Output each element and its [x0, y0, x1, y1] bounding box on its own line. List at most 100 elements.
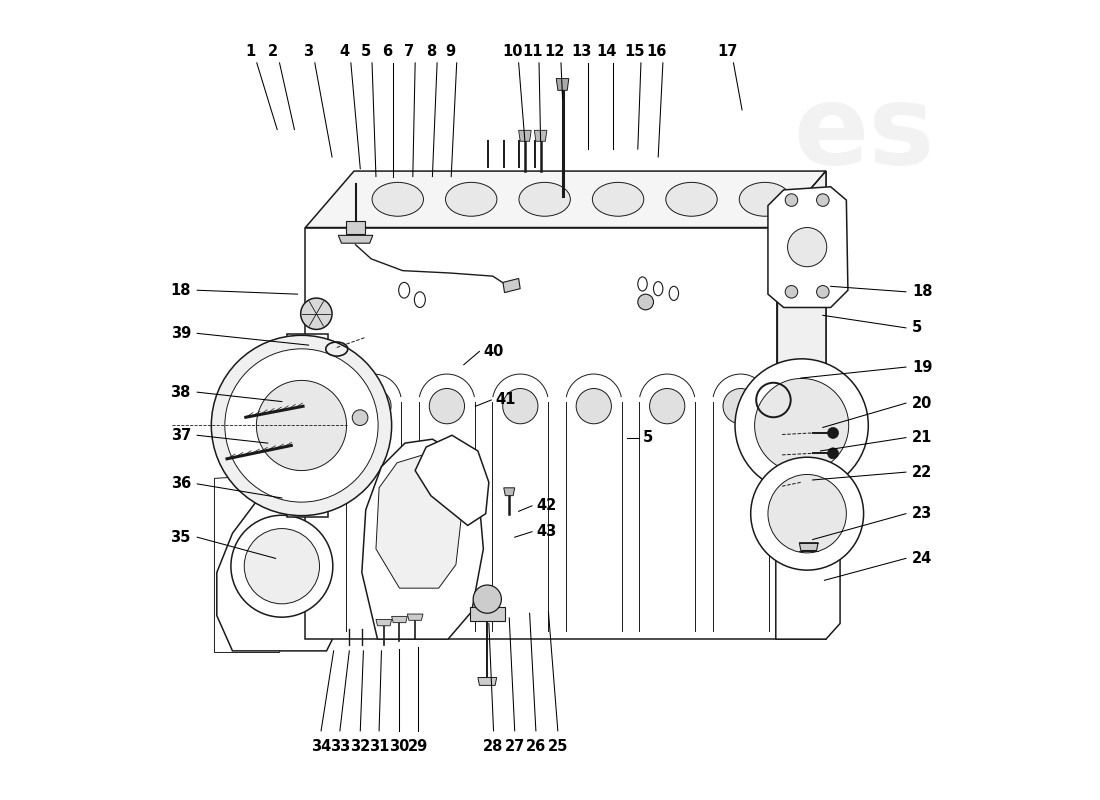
Text: 32: 32 [350, 738, 371, 754]
Circle shape [650, 389, 685, 424]
Text: a passion since 1985: a passion since 1985 [308, 506, 557, 530]
Text: 29: 29 [408, 738, 428, 754]
Circle shape [256, 380, 346, 470]
Circle shape [785, 286, 798, 298]
Ellipse shape [372, 182, 424, 216]
Circle shape [224, 349, 378, 502]
Text: 27: 27 [505, 738, 525, 754]
Text: 3: 3 [304, 44, 313, 59]
Polygon shape [362, 439, 483, 639]
Text: 7: 7 [404, 44, 414, 59]
Circle shape [827, 427, 838, 438]
Circle shape [352, 410, 367, 426]
Text: 18: 18 [170, 282, 191, 298]
Text: 26: 26 [526, 738, 546, 754]
Circle shape [503, 389, 538, 424]
Circle shape [770, 488, 833, 551]
Text: 30: 30 [389, 738, 409, 754]
Text: 6: 6 [382, 44, 392, 59]
Ellipse shape [666, 182, 717, 216]
Polygon shape [477, 678, 497, 686]
Circle shape [756, 474, 847, 565]
Text: 25: 25 [548, 738, 568, 754]
Text: 18: 18 [912, 284, 933, 299]
Ellipse shape [669, 286, 679, 301]
Polygon shape [800, 542, 818, 550]
Polygon shape [470, 607, 505, 621]
Text: 17: 17 [717, 44, 737, 59]
Circle shape [638, 294, 653, 310]
Text: es: es [793, 80, 934, 187]
Circle shape [244, 529, 319, 604]
Polygon shape [518, 130, 531, 142]
Circle shape [750, 458, 864, 570]
Circle shape [788, 227, 827, 266]
Circle shape [827, 448, 838, 459]
Polygon shape [407, 614, 424, 620]
Circle shape [576, 389, 612, 424]
Text: 2: 2 [268, 44, 278, 59]
Polygon shape [306, 227, 778, 639]
Ellipse shape [653, 282, 663, 296]
Polygon shape [306, 171, 826, 227]
Circle shape [755, 378, 849, 473]
Text: 1: 1 [245, 44, 255, 59]
Text: 20: 20 [912, 396, 933, 410]
Polygon shape [778, 171, 826, 639]
Text: 15: 15 [625, 44, 645, 59]
Ellipse shape [398, 282, 409, 298]
Text: 31: 31 [368, 738, 389, 754]
Circle shape [768, 474, 846, 553]
Polygon shape [346, 222, 365, 234]
Circle shape [355, 389, 392, 424]
Ellipse shape [739, 182, 791, 216]
Text: 37: 37 [170, 428, 191, 442]
Polygon shape [768, 186, 848, 307]
Text: 35: 35 [170, 530, 191, 545]
Circle shape [735, 359, 868, 492]
Text: 21: 21 [912, 430, 933, 445]
Text: 12: 12 [544, 44, 565, 59]
Polygon shape [376, 455, 462, 588]
Text: 13: 13 [571, 44, 592, 59]
Polygon shape [778, 171, 826, 639]
Text: 8: 8 [426, 44, 436, 59]
Circle shape [785, 194, 798, 206]
Text: 11: 11 [522, 44, 543, 59]
Text: 10: 10 [502, 44, 522, 59]
Text: 5: 5 [361, 44, 371, 59]
Polygon shape [776, 378, 840, 639]
Text: 34: 34 [311, 738, 331, 754]
Text: 41: 41 [495, 393, 516, 407]
Circle shape [816, 194, 829, 206]
Text: 22: 22 [912, 465, 933, 480]
Polygon shape [392, 616, 407, 622]
Polygon shape [504, 488, 515, 496]
Polygon shape [376, 619, 392, 626]
Ellipse shape [519, 182, 570, 216]
Polygon shape [287, 334, 328, 518]
Polygon shape [214, 474, 284, 653]
Circle shape [816, 286, 829, 298]
Polygon shape [217, 478, 346, 651]
Circle shape [231, 515, 333, 617]
Text: 40: 40 [483, 344, 504, 359]
Circle shape [429, 389, 464, 424]
Text: 33: 33 [330, 738, 350, 754]
Text: 43: 43 [536, 524, 557, 539]
Text: 39: 39 [170, 326, 191, 341]
Text: 42: 42 [536, 498, 557, 514]
Text: 23: 23 [912, 506, 933, 521]
Text: 14: 14 [596, 44, 617, 59]
Circle shape [723, 389, 758, 424]
Text: europaparts: europaparts [260, 431, 605, 479]
Text: 16: 16 [647, 44, 667, 59]
Text: 36: 36 [170, 476, 191, 491]
Ellipse shape [593, 182, 644, 216]
Circle shape [300, 298, 332, 330]
Polygon shape [557, 78, 569, 90]
Polygon shape [415, 435, 488, 526]
Text: 5: 5 [642, 430, 652, 445]
Text: 24: 24 [912, 551, 933, 566]
Ellipse shape [446, 182, 497, 216]
